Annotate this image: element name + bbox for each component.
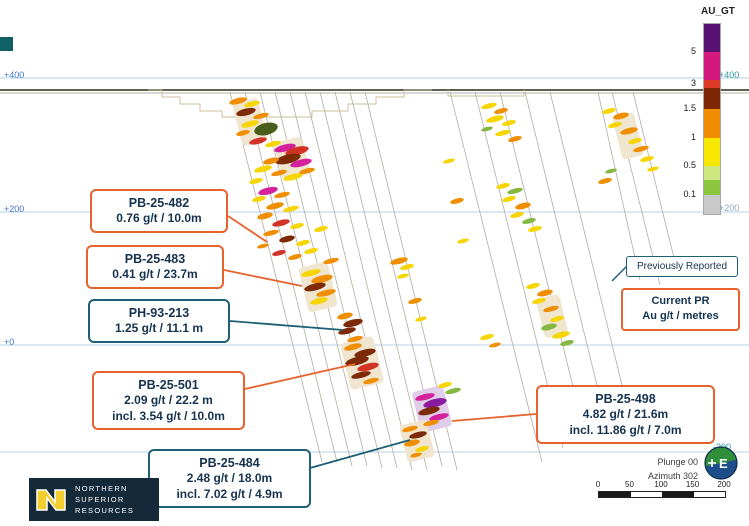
callout-connectors	[223, 215, 635, 469]
plunge-label: Plunge 00	[657, 457, 698, 467]
assay-interval: 1.25 g/t / 11.1 m	[114, 321, 204, 336]
logo-line-1: NORTHERN	[75, 483, 128, 493]
globe-upper-hemisphere	[705, 447, 737, 467]
scale-segment	[693, 492, 725, 497]
scale-label: 200	[717, 480, 731, 489]
drillhole-id: PB-25-498	[595, 392, 656, 406]
assay-included-interval: incl. 3.54 g/t / 10.0m	[112, 408, 225, 423]
colorbar-segment	[704, 138, 720, 166]
pit-outline	[148, 89, 525, 118]
colorbar-title: AU_GT	[701, 6, 735, 17]
colorbar-segment	[704, 52, 720, 80]
legend-current-pr-title: Current PR	[651, 295, 710, 307]
elevation-label-right-200: +200	[719, 203, 740, 213]
surface-line	[0, 37, 749, 94]
drillhole-id: PB-25-483	[124, 252, 186, 266]
scale-segment	[599, 492, 631, 497]
colorbar-ticks: 5 3 1.5 1 0.5 0.1	[668, 23, 700, 218]
drillhole-id: PB-25-482	[128, 196, 190, 210]
elevation-label-left-400: +400	[4, 70, 25, 80]
grade-colorbar: AU_GT 5 3 1.5 1 0.5 0.1	[668, 6, 746, 215]
company-logo: NORTHERN SUPERIOR RESOURCES	[29, 478, 159, 521]
colorbar-segment	[704, 109, 720, 138]
elevation-label-left-200: +200	[4, 204, 25, 214]
assay-interval: 0.41 g/t / 23.7m	[112, 267, 198, 282]
scale-label: 100	[654, 480, 668, 489]
callout-pb-25-483: PB-25-483 0.41 g/t / 23.7m	[86, 245, 224, 289]
scale-bar-labels: 0 50 100 150 200	[595, 480, 731, 490]
view-orientation: Plunge 00 Azimuth 302	[628, 456, 698, 483]
scale-label: 150	[685, 480, 700, 489]
elevation-label-left-0: +0	[4, 337, 15, 347]
scale-bar-segments	[598, 491, 726, 498]
legend-previously-reported: Previously Reported	[626, 256, 738, 277]
legend-current-pr: Current PR Au g/t / metres	[621, 288, 740, 331]
colorbar-tick-label: 1	[690, 132, 696, 142]
assay-interval: 2.48 g/t / 18.0m	[186, 471, 273, 486]
legend-current-pr-units: Au g/t / metres	[642, 310, 719, 323]
colorbar-tick-label: 3	[690, 78, 696, 88]
drillhole-id: PB-25-484	[199, 456, 260, 470]
callout-pb-25-482: PB-25-482 0.76 g/t / 10.0m	[90, 189, 228, 233]
colorbar-tick-label: 0.5	[683, 160, 696, 170]
colorbar-segment	[704, 80, 720, 88]
colorbar-gradient	[703, 23, 721, 215]
scale-segment	[662, 492, 694, 497]
assay-interval: 4.82 g/t / 21.6m	[582, 407, 669, 422]
drillhole-id: PB-25-501	[138, 378, 199, 392]
logo-line-3: RESOURCES	[75, 506, 135, 516]
colorbar-segment	[704, 180, 720, 195]
compass-globe-icon: E	[704, 446, 738, 480]
assay-interval: 0.76 g/t / 10.0m	[116, 211, 202, 226]
drillhole-id: PH-93-213	[128, 306, 190, 320]
assay-included-interval: incl. 7.02 g/t / 4.9m	[176, 486, 283, 501]
logo-wordmark: NORTHERN SUPERIOR RESOURCES	[75, 483, 134, 517]
scale-label: 50	[625, 480, 634, 489]
colorbar-segment	[704, 166, 720, 180]
colorbar-tick-label: 5	[690, 46, 696, 56]
colorbar-tick-label: 1.5	[683, 103, 696, 113]
assay-included-interval: incl. 11.86 g/t / 7.0m	[569, 422, 682, 437]
colorbar-tick-label: 0.1	[683, 189, 696, 199]
scale-segment	[630, 492, 662, 497]
logo-n-icon	[36, 488, 66, 511]
compass-east-label: E	[719, 456, 728, 471]
logo-line-2: SUPERIOR	[75, 494, 125, 504]
azimuth-label: Azimuth 302	[647, 470, 698, 481]
scale-bar: 0 50 100 150 200	[595, 480, 731, 498]
colorbar-segment	[704, 195, 720, 214]
elevation-label-right-400: +400	[719, 70, 740, 80]
callout-ph-93-213: PH-93-213 1.25 g/t / 11.1 m	[88, 299, 230, 343]
colorbar-segment	[704, 24, 720, 52]
callout-pb-25-501: PB-25-501 2.09 g/t / 22.2 m incl. 3.54 g…	[92, 371, 245, 431]
colorbar-segment	[704, 88, 720, 109]
callout-pb-25-498: PB-25-498 4.82 g/t / 21.6m incl. 11.86 g…	[536, 385, 715, 445]
callout-pb-25-484: PB-25-484 2.48 g/t / 18.0m incl. 7.02 g/…	[148, 449, 311, 509]
assay-interval-discs	[229, 97, 659, 458]
assay-interval: 2.09 g/t / 22.2 m	[124, 393, 213, 408]
scale-label: 0	[595, 480, 601, 489]
